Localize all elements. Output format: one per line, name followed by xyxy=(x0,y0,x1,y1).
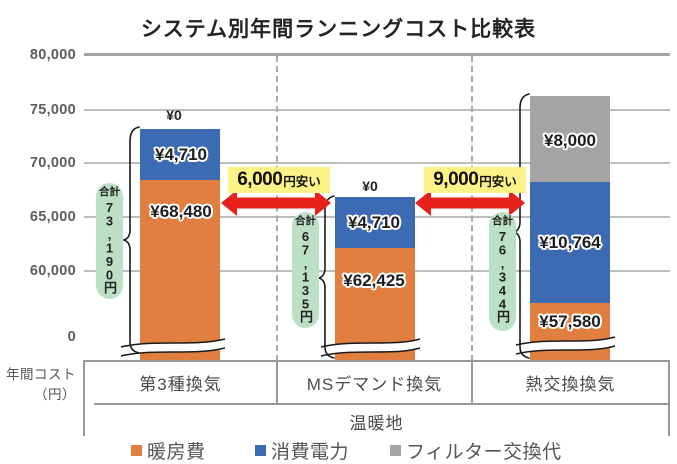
savings-amount-1: 6,000 xyxy=(237,169,283,190)
bar1-power-value: ¥4,710 xyxy=(155,145,207,164)
legend-label-filter: フィルター交換代 xyxy=(406,441,562,463)
y-tick-65000: 65,000 xyxy=(29,209,76,225)
category-label-2: MSデマンド換気 xyxy=(306,375,443,394)
legend-item-filter: フィルター交換代 xyxy=(390,440,562,463)
savings-callout-1: 6,000 円安い xyxy=(228,167,330,193)
bar1-total-brace xyxy=(121,126,140,354)
bar1-heating-segment xyxy=(140,180,220,361)
table-cell-separator xyxy=(276,362,278,404)
bar1-total-value: 73,190円 xyxy=(102,199,117,293)
y-axis-title-line2: （円） xyxy=(34,386,76,402)
y-tick-60000: 60,000 xyxy=(29,263,76,279)
bar2-heating-segment xyxy=(335,248,415,361)
filter-swatch-icon xyxy=(390,444,401,456)
column-separator-dashed xyxy=(471,56,473,361)
savings-arrow-2 xyxy=(415,190,525,216)
table-cell-separator xyxy=(471,362,473,404)
legend-label-heating: 暖房費 xyxy=(147,441,206,463)
bar3-total-pill: 合計 76,344円 xyxy=(489,212,516,331)
table-top-border xyxy=(83,360,670,362)
bar1-total-caption: 合計 xyxy=(99,186,120,198)
table-right-border xyxy=(668,360,670,436)
bar3-total-value: 76,344円 xyxy=(495,228,510,322)
gridline-75000 xyxy=(84,109,670,111)
legend-item-heating: 暖房費 xyxy=(131,440,206,463)
bar2-total-caption: 合計 xyxy=(295,215,316,227)
bar2-total-brace xyxy=(316,195,335,359)
bar3-heating-value: ¥57,580 xyxy=(539,312,601,331)
category-label-3: 熱交換換気 xyxy=(525,375,616,394)
bar2-power-segment xyxy=(335,197,415,248)
bar3-power-value: ¥10,764 xyxy=(539,233,601,252)
bar1-zero-label: ¥0 xyxy=(166,107,182,123)
bar2-heating-value: ¥62,425 xyxy=(343,271,405,290)
savings-suffix-1: 円安い xyxy=(283,174,321,189)
table-left-border xyxy=(83,360,85,436)
bar2-total-value: 67,135円 xyxy=(298,228,313,322)
column-separator-dashed xyxy=(276,56,278,361)
legend-label-power: 消費電力 xyxy=(271,441,350,463)
y-tick-70000: 70,000 xyxy=(29,155,76,171)
bar1-power-segment xyxy=(140,129,220,180)
y-tick-80000: 80,000 xyxy=(29,47,76,63)
bar1-heating-value: ¥68,480 xyxy=(150,202,212,221)
bar3-total-caption: 合計 xyxy=(492,215,513,227)
savings-callout-2: 9,000 円安い xyxy=(424,167,526,193)
bar2-power-value: ¥4,710 xyxy=(348,213,400,232)
y-axis-title: 年間コスト （円） xyxy=(0,365,76,404)
bar3-filter-segment xyxy=(530,96,610,182)
savings-amount-2: 9,000 xyxy=(433,169,479,190)
table-row-divider xyxy=(94,403,670,405)
region-label: 温暖地 xyxy=(349,414,404,433)
savings-suffix-2: 円安い xyxy=(479,174,517,189)
bar2-total-pill: 合計 67,135円 xyxy=(292,212,319,328)
gridline-70000 xyxy=(84,162,670,164)
heating-swatch-icon xyxy=(131,444,142,456)
chart-title: システム別年間ランニングコスト比較表 xyxy=(140,18,537,41)
y-tick-0: 0 xyxy=(67,329,76,345)
bar3-total-brace xyxy=(511,93,530,359)
bar2-zero-label: ¥0 xyxy=(362,178,378,194)
legend-item-power: 消費電力 xyxy=(255,440,349,463)
y-tick-75000: 75,000 xyxy=(29,102,76,118)
bar3-power-segment xyxy=(530,182,610,303)
y-axis-title-line1: 年間コスト xyxy=(6,367,76,382)
power-swatch-icon xyxy=(255,444,266,456)
category-label-1: 第3種換気 xyxy=(139,375,222,394)
bar3-filter-value: ¥8,000 xyxy=(544,131,596,150)
bar1-total-pill: 合計 73,190円 xyxy=(96,183,123,299)
gridline-80000 xyxy=(84,53,670,56)
